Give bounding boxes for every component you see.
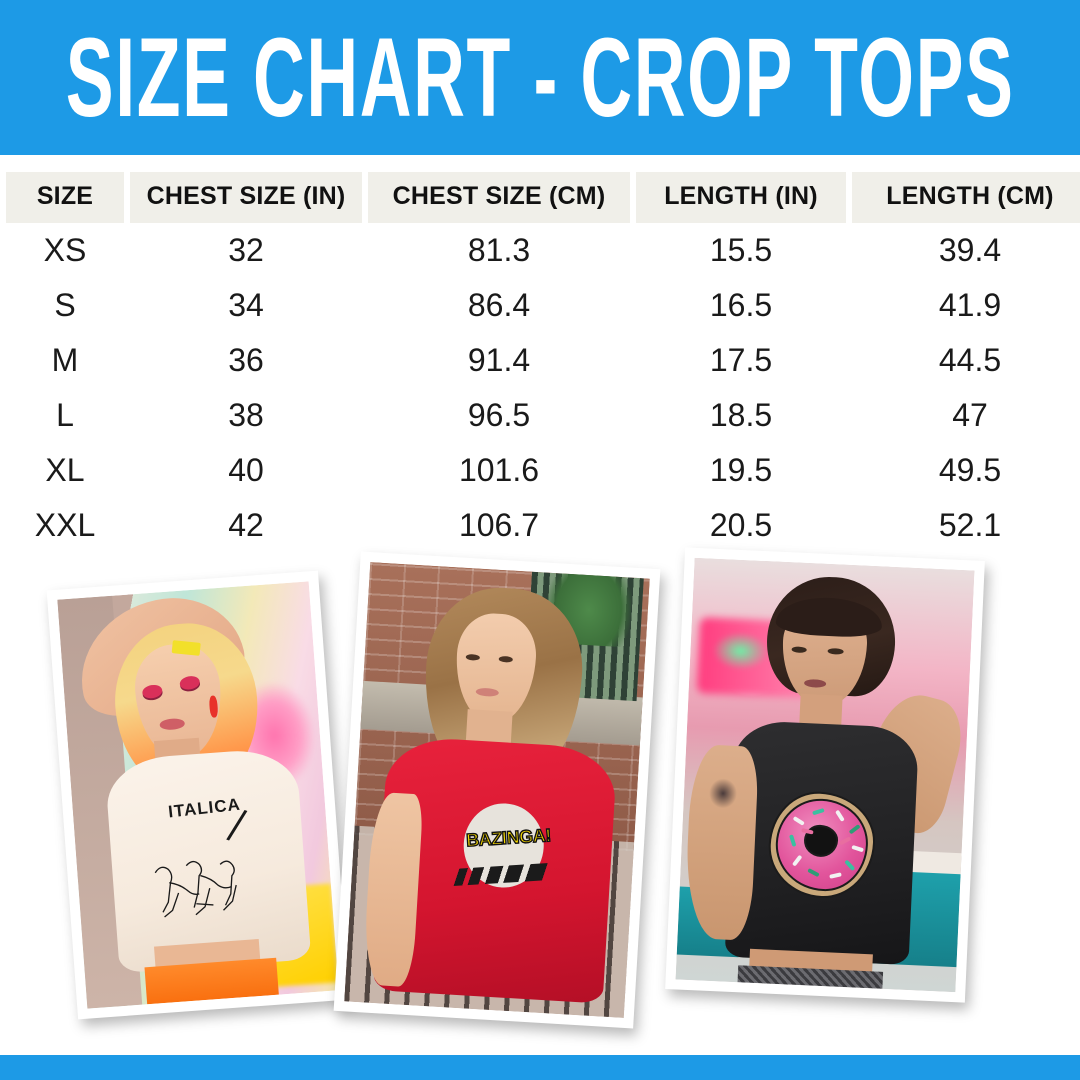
table-header-row: SIZE CHEST SIZE (IN) CHEST SIZE (CM) LEN… xyxy=(6,172,1080,223)
cell-chest-cm: 96.5 xyxy=(467,397,531,433)
product-photo-donut xyxy=(665,547,985,1003)
column-header-chest-in: CHEST SIZE (IN) xyxy=(130,172,362,223)
cell-length-in: 20.5 xyxy=(709,507,773,543)
cell-length-in: 19.5 xyxy=(709,452,773,488)
cell-chest-cm: 86.4 xyxy=(467,287,531,323)
size-chart-table-container: SIZE CHEST SIZE (IN) CHEST SIZE (CM) LEN… xyxy=(0,172,1080,553)
photo-image-bazinga: BAZINGA! xyxy=(344,562,650,1018)
cell-length-cm: 47 xyxy=(952,397,988,433)
shirt-graphic-donut-icon xyxy=(766,789,878,901)
cell-length-cm: 44.5 xyxy=(938,342,1002,378)
cell-chest-cm: 81.3 xyxy=(467,232,531,268)
cell-length-in: 17.5 xyxy=(709,342,773,378)
product-photo-bazinga: BAZINGA! xyxy=(333,551,661,1029)
cell-chest-in: 32 xyxy=(228,232,264,268)
cell-size: S xyxy=(54,287,76,323)
cell-size: XS xyxy=(43,232,87,268)
band-line-art-graphic xyxy=(154,860,237,918)
cell-chest-in: 42 xyxy=(228,507,264,543)
cell-chest-cm: 101.6 xyxy=(458,452,540,488)
cell-chest-in: 40 xyxy=(228,452,264,488)
cell-length-in: 18.5 xyxy=(709,397,773,433)
cell-chest-in: 34 xyxy=(228,287,264,323)
product-photo-italica: ITALICA xyxy=(46,570,350,1020)
table-row: XXL 42 106.7 20.5 52.1 xyxy=(6,498,1080,553)
shirt-graphic-bazinga: BAZINGA! xyxy=(441,800,573,891)
page-title: SIZE CHART - CROP TOPS xyxy=(65,15,1015,140)
cell-length-in: 15.5 xyxy=(709,232,773,268)
table-row: XL 40 101.6 19.5 49.5 xyxy=(6,443,1080,498)
cell-chest-in: 36 xyxy=(228,342,264,378)
cell-chest-cm: 106.7 xyxy=(458,507,540,543)
page-header-banner: SIZE CHART - CROP TOPS xyxy=(0,0,1080,155)
column-header-size: SIZE xyxy=(6,172,124,223)
model-eye-left xyxy=(465,653,480,661)
photo-image-donut xyxy=(675,557,975,993)
photo-image-italica: ITALICA xyxy=(57,581,339,1009)
table-row: L 38 96.5 18.5 47 xyxy=(6,388,1080,443)
cell-length-cm: 52.1 xyxy=(938,507,1002,543)
cell-size: L xyxy=(56,397,74,433)
cell-size: M xyxy=(51,342,79,378)
cell-size: XL xyxy=(45,452,85,488)
cell-length-cm: 41.9 xyxy=(938,287,1002,323)
cell-length-in: 16.5 xyxy=(709,287,773,323)
cell-chest-cm: 91.4 xyxy=(467,342,531,378)
column-header-chest-cm: CHEST SIZE (CM) xyxy=(368,172,630,223)
model-tattoo xyxy=(708,778,738,809)
column-header-length-cm: LENGTH (CM) xyxy=(852,172,1080,223)
cell-chest-in: 38 xyxy=(228,397,264,433)
table-row: M 36 91.4 17.5 44.5 xyxy=(6,333,1080,388)
neon-sign-green xyxy=(712,630,770,672)
table-row: S 34 86.4 16.5 41.9 xyxy=(6,278,1080,333)
model-eye-right xyxy=(499,655,514,663)
size-chart-table: SIZE CHEST SIZE (IN) CHEST SIZE (CM) LEN… xyxy=(0,172,1080,553)
table-row: XS 32 81.3 15.5 39.4 xyxy=(6,223,1080,278)
column-header-length-in: LENGTH (IN) xyxy=(636,172,846,223)
cell-size: XXL xyxy=(34,507,96,543)
cell-length-cm: 49.5 xyxy=(938,452,1002,488)
footer-bar xyxy=(0,1055,1080,1080)
product-photo-strip: ITALICA xyxy=(0,547,1080,1048)
cell-length-cm: 39.4 xyxy=(938,232,1002,268)
shirt-graphic-text: BAZINGA! xyxy=(465,824,552,851)
